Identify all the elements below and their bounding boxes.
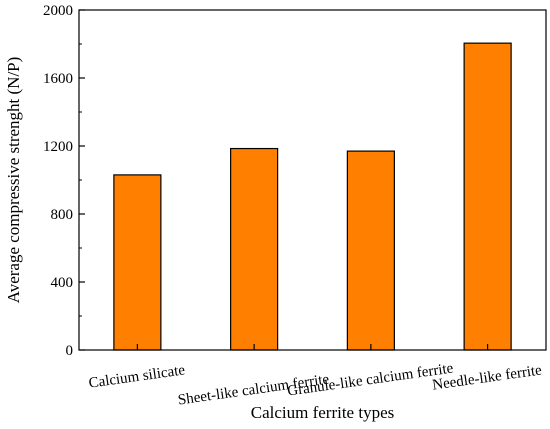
bar bbox=[113, 174, 162, 351]
x-tick-label: Granule-like calcium ferrite bbox=[286, 360, 454, 399]
bars-group bbox=[113, 42, 512, 351]
y-tick-label: 2000 bbox=[43, 3, 73, 19]
y-tick-label: 0 bbox=[66, 343, 74, 359]
y-tick-label: 800 bbox=[51, 207, 74, 223]
y-tick-label: 1600 bbox=[43, 71, 73, 87]
bar bbox=[230, 147, 279, 351]
y-axis-ticks: 0 400 800 1200 1600 2000 bbox=[43, 3, 85, 359]
y-tick-label: 400 bbox=[51, 275, 74, 291]
y-axis-title: Average compressive strenght (N/P) bbox=[4, 57, 23, 304]
x-axis-title: Calcium ferrite types bbox=[251, 403, 395, 422]
bar bbox=[346, 150, 395, 351]
bar bbox=[463, 42, 512, 351]
x-tick-label: Calcium silicate bbox=[88, 362, 187, 391]
y-tick-label: 1200 bbox=[43, 139, 73, 155]
